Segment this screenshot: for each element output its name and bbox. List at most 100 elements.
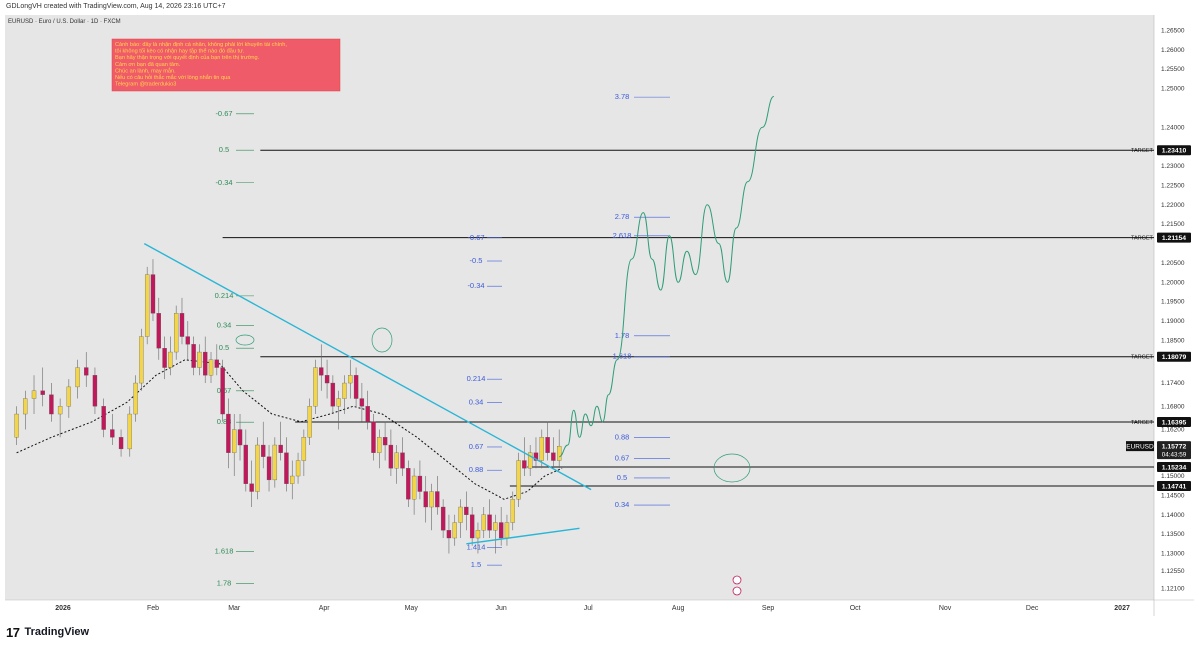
moving-average	[16, 359, 563, 500]
candle-body	[133, 382, 138, 415]
candle-body	[14, 413, 19, 438]
price-tag-value: 1.15234	[1162, 464, 1187, 471]
warning-line: Cảnh báo: đây là nhận định cá nhân, khôn…	[115, 42, 287, 48]
warning-box-bg	[111, 38, 341, 92]
y-tick-label: 1.18500	[1161, 337, 1185, 344]
fib-label: -0.34	[467, 281, 484, 290]
y-tick-label: 1.14000	[1161, 512, 1185, 519]
candle-body	[539, 437, 544, 461]
y-tick-label: 1.25000	[1161, 86, 1185, 93]
candle-body	[197, 351, 202, 368]
candle-body	[342, 382, 347, 399]
x-tick-label: Jul	[584, 605, 593, 612]
y-tick-label: 1.19000	[1161, 318, 1185, 325]
y-tick-label: 1.15000	[1161, 473, 1185, 480]
candle-body	[179, 313, 185, 337]
fib-labels: -0.67 0.5 -0.34 0.214 0.34 0.5 0.67 0.88 1.618 1.…	[215, 92, 670, 588]
candle-body	[464, 506, 469, 515]
circle-mark-aug	[713, 453, 751, 483]
price-axis-bg	[1154, 15, 1194, 600]
candle-body	[31, 390, 37, 399]
candle-body	[452, 522, 457, 539]
candle-body	[423, 491, 428, 508]
y-tick-label: 1.26500	[1161, 27, 1185, 34]
candle-body	[365, 406, 370, 422]
x-tick-label: Jun	[496, 605, 507, 612]
fib-label: 0.5	[219, 343, 229, 352]
y-tick-label: 1.19500	[1161, 299, 1185, 306]
level-label: TARGET	[1131, 148, 1154, 154]
candle-body	[75, 367, 80, 388]
warning-line: Nếu có câu hỏi thắc mắc với lòng nhắn ti…	[115, 74, 231, 81]
candle-body	[290, 475, 295, 484]
candle-body	[174, 313, 179, 353]
candle-body	[220, 367, 225, 415]
candle-body	[118, 437, 124, 450]
candle-body	[162, 348, 167, 368]
candle-body	[469, 514, 475, 539]
fib-label: -0.67	[467, 233, 484, 242]
fib-label: 0.67	[469, 442, 484, 451]
candle-body	[394, 452, 399, 469]
event-icons	[732, 575, 742, 596]
y-tick-label: 1.17400	[1161, 380, 1185, 387]
symbol-title: EURUSD · Euro / U.S. Dollar · 1D · FXCM	[8, 19, 121, 25]
candle-body	[284, 452, 289, 484]
candle-body	[295, 460, 301, 477]
candle-body	[411, 475, 417, 500]
trendline	[466, 527, 580, 545]
candles	[14, 259, 562, 554]
x-tick-label: Oct	[850, 605, 861, 612]
y-tick-label: 1.22500	[1161, 182, 1185, 189]
fib-label: 0.67	[615, 454, 630, 463]
circle-mark-feb	[235, 334, 255, 346]
x-tick-label: 2026	[55, 605, 71, 612]
fib-label: 1.414	[467, 543, 486, 552]
fib-label: 0.88	[615, 432, 630, 441]
candle-body	[191, 344, 196, 368]
y-tick-label: 1.21500	[1161, 221, 1185, 228]
candle-body	[307, 406, 312, 438]
y-tick-label: 1.20500	[1161, 260, 1185, 267]
candle-body	[92, 375, 98, 407]
x-tick-label: Sep	[762, 605, 775, 612]
event-flag-icon	[732, 575, 742, 585]
fib-label: 0.214	[467, 374, 486, 383]
candle-body	[243, 444, 249, 484]
y-tick-label: 1.12100	[1161, 585, 1185, 592]
chart-pane-bg	[5, 15, 1154, 600]
fib-label: 1.618	[613, 352, 632, 361]
price-tag-value: 1.18079	[1162, 354, 1187, 361]
y-tick-label: 1.12550	[1161, 568, 1185, 575]
tradingview-brand: TradingView	[24, 626, 90, 638]
candle-body	[504, 522, 510, 539]
candle-body	[255, 444, 260, 492]
candle-body	[533, 452, 539, 461]
candle-body	[226, 413, 231, 453]
candle-body	[527, 452, 533, 469]
candle-body	[475, 530, 481, 539]
candle-body	[510, 499, 515, 523]
horizontal-levels: TARGET TARGET TARGET TARGET	[222, 148, 1154, 487]
y-tick-label: 1.13500	[1161, 531, 1185, 538]
candle-body	[348, 375, 353, 384]
candle-body	[278, 444, 283, 453]
candle-body	[440, 506, 446, 531]
candle-body	[417, 475, 423, 492]
candle-body	[400, 452, 405, 469]
candle-body	[168, 351, 173, 368]
fib-label: 2.618	[613, 231, 632, 240]
fib-label: -0.67	[215, 109, 232, 118]
price-tag-bg	[1157, 416, 1191, 427]
candle-body	[40, 390, 45, 395]
candle-body	[49, 394, 54, 415]
candle-body	[446, 530, 452, 539]
x-tick-label: Apr	[319, 605, 331, 612]
x-tick-label: Mar	[228, 605, 241, 612]
trendlines[interactable]	[143, 242, 592, 545]
projection-path[interactable]	[559, 95, 775, 458]
x-tick-label: Nov	[939, 605, 952, 612]
y-tick-label: 1.26000	[1161, 47, 1185, 54]
warning-line: Telegram @traderdukio3	[115, 82, 176, 88]
